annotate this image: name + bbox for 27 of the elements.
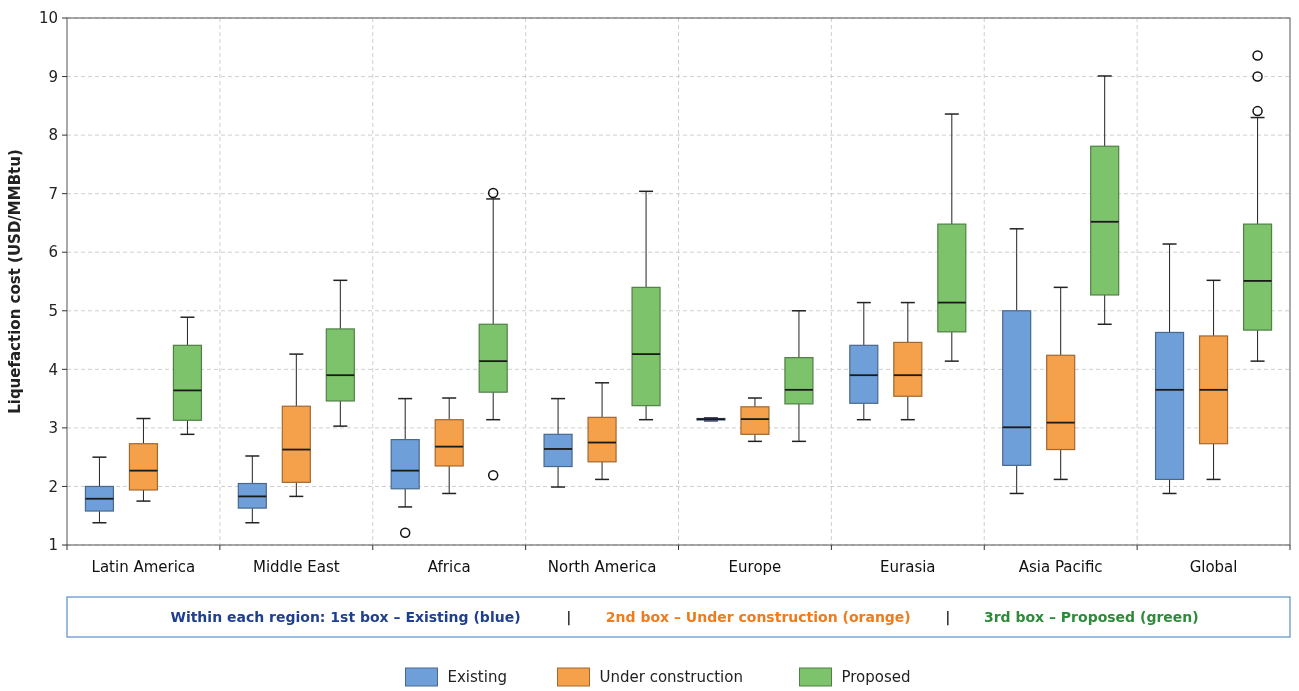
y-axis-title: Liquefaction cost (USD/MMBtu) [6, 149, 24, 414]
legend-label: Existing [447, 668, 507, 687]
x-tick-label: North America [547, 558, 657, 576]
y-tick-label: 8 [48, 126, 58, 145]
text: 2nd box – Under construction (orange) [605, 609, 911, 625]
text: 3rd box – Proposed (green) [983, 609, 1199, 625]
y-tick-label: 9 [48, 67, 58, 86]
y-tick-label: 5 [48, 302, 58, 321]
legend-label: Under construction [599, 668, 743, 687]
y-tick-label: 3 [48, 419, 58, 438]
y-tick-label: 6 [48, 243, 58, 262]
text: | [945, 609, 951, 626]
x-tick-label: Middle East [252, 558, 340, 576]
y-tick-label: 2 [48, 477, 58, 496]
x-tick-label: Europe [728, 558, 782, 576]
x-tick-label: Asia Pacific [1018, 558, 1103, 576]
legend-label: Proposed [841, 668, 911, 687]
y-tick-label: 10 [38, 9, 58, 28]
text: | [566, 609, 572, 626]
x-tick-label: Africa [427, 558, 471, 576]
x-tick-label: Latin America [91, 558, 196, 576]
text: Within each region: 1st box – Existing (blue) [170, 609, 521, 625]
y-tick-label: 4 [48, 360, 58, 379]
x-tick-label: Global [1189, 558, 1238, 576]
x-tick-label: Eurasia [880, 558, 936, 576]
y-tick-label: 7 [48, 184, 58, 203]
y-tick-label: 1 [48, 536, 58, 555]
